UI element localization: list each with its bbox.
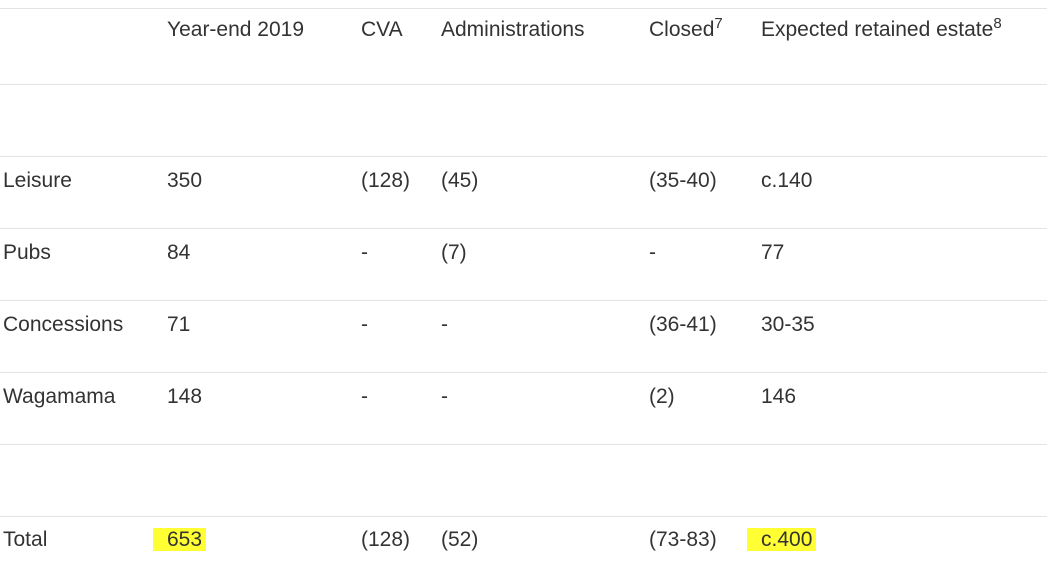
table-cell: (45)	[441, 169, 479, 192]
table-cell: (35-40)	[649, 169, 717, 192]
table-cell: (7)	[441, 241, 467, 264]
total-cell: c.400	[747, 528, 817, 552]
row-label: Concessions	[3, 313, 124, 336]
table-cell: (36-41)	[649, 313, 717, 336]
footnote-ref: 8	[993, 15, 1002, 32]
row-divider	[0, 516, 1047, 517]
table-cell: (2)	[649, 385, 675, 408]
row-divider	[0, 300, 1047, 301]
column-header: Expected retained estate8	[761, 15, 1002, 42]
table-cell: -	[361, 241, 368, 264]
header-text: Expected retained estate	[761, 18, 994, 41]
row-divider	[0, 228, 1047, 229]
table-cell: 71	[167, 313, 191, 336]
table-cell: -	[361, 385, 368, 408]
footnote-ref: 7	[714, 15, 723, 32]
table-cell: -	[649, 241, 656, 264]
total-cell: 653	[153, 528, 207, 552]
row-divider	[0, 444, 1047, 445]
row-divider	[0, 372, 1047, 373]
header-text: CVA	[361, 18, 403, 41]
table-cell: 84	[167, 241, 191, 264]
row-divider	[0, 156, 1047, 157]
row-divider	[0, 84, 1047, 85]
table-cell: c.140	[761, 169, 813, 192]
total-cell: (73-83)	[649, 528, 717, 551]
column-header: Closed7	[649, 15, 723, 42]
total-cell: (128)	[361, 528, 411, 551]
table-cell: 77	[761, 241, 785, 264]
total-label: Total	[3, 528, 48, 551]
table-cell: (128)	[361, 169, 411, 192]
table-cell: 350	[167, 169, 203, 192]
header-text: Closed	[649, 18, 715, 41]
table-cell: 30-35	[761, 313, 815, 336]
table-cell: -	[441, 385, 448, 408]
table-cell: 148	[167, 385, 203, 408]
table-cell: -	[441, 313, 448, 336]
row-divider	[0, 8, 1047, 9]
column-header: Year-end 2019	[167, 18, 304, 42]
header-text: Administrations	[441, 18, 585, 41]
highlighted-value: 653	[153, 528, 207, 551]
table-cell: 146	[761, 385, 797, 408]
highlighted-value: c.400	[747, 528, 817, 551]
row-label: Pubs	[3, 241, 51, 264]
column-header: Administrations	[441, 18, 585, 42]
row-label: Wagamama	[3, 385, 116, 408]
total-cell: (52)	[441, 528, 479, 551]
column-header: CVA	[361, 18, 403, 42]
table-cell: -	[361, 313, 368, 336]
header-text: Year-end 2019	[167, 18, 305, 41]
row-label: Leisure	[3, 169, 72, 192]
